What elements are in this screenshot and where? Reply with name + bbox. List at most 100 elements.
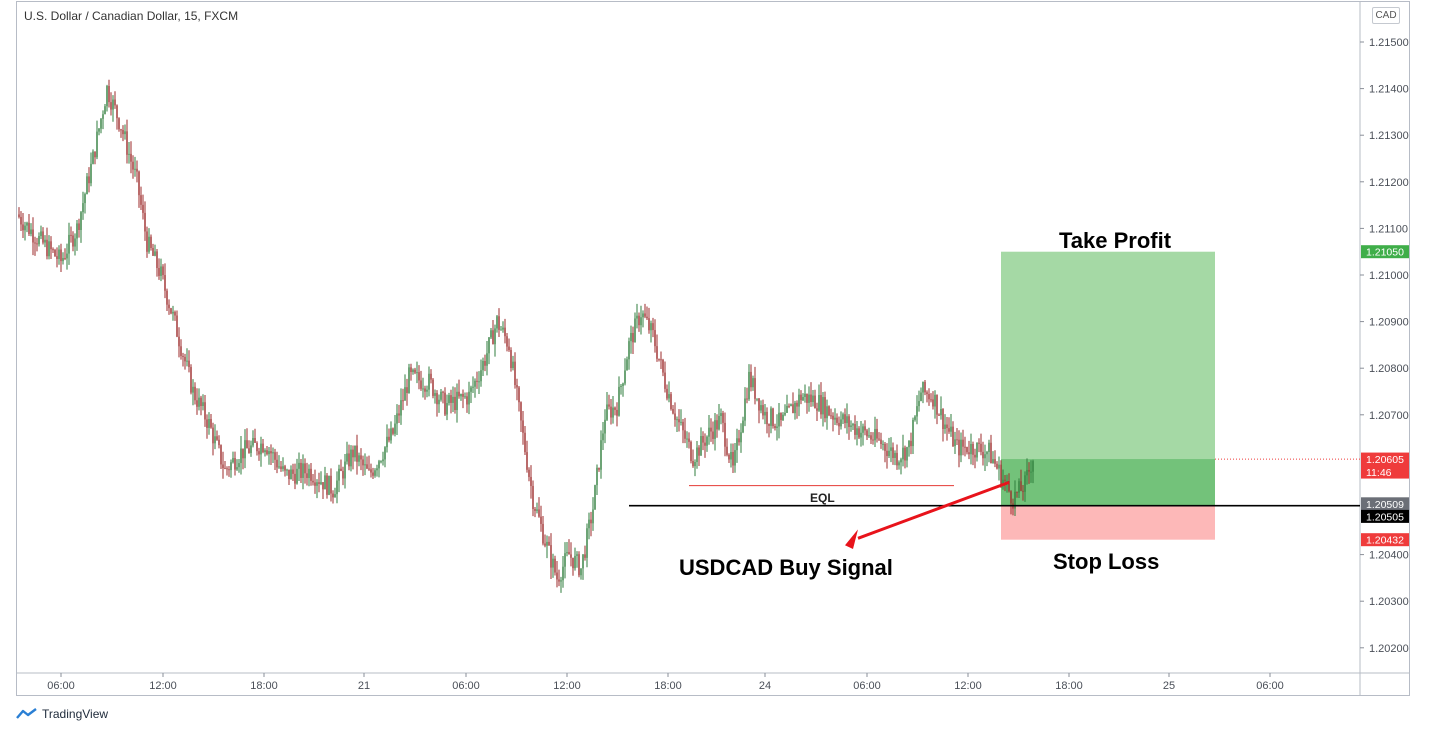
candle-body [64, 257, 66, 259]
candle-body [220, 445, 222, 465]
symbol-title[interactable]: U.S. Dollar / Canadian Dollar, 15, FXCM [24, 9, 239, 23]
time-tick-label: 06:00 [1256, 680, 1284, 692]
candle [848, 414, 850, 440]
candle [38, 232, 40, 247]
candle-body [208, 419, 210, 428]
candle-body [498, 316, 500, 330]
candle-body [720, 413, 722, 416]
candle-body [348, 453, 350, 467]
candle-body [194, 386, 196, 401]
candle [596, 464, 598, 495]
candle [304, 458, 306, 484]
candle [52, 247, 54, 253]
candle-body [852, 424, 854, 426]
candle-body [44, 239, 46, 243]
candle [614, 406, 616, 416]
candle-body [1018, 481, 1020, 493]
candle [766, 407, 768, 434]
candle [396, 404, 398, 435]
candle-body [210, 419, 212, 428]
candle [460, 393, 462, 401]
candle-body [534, 509, 536, 511]
take-profit-tag: 1.21050 [1361, 245, 1409, 259]
time-tick-label: 18:00 [1055, 680, 1083, 692]
candle [54, 248, 56, 257]
candle [986, 450, 988, 467]
candle-body [964, 446, 966, 448]
candle-body [218, 439, 220, 446]
candle-body [894, 452, 896, 458]
candle [458, 379, 460, 399]
candle [894, 450, 896, 466]
candle [56, 247, 58, 268]
candle-body [650, 323, 652, 331]
candle [634, 312, 636, 343]
candle-body [188, 360, 190, 368]
candle-body [286, 469, 288, 471]
candle-body [556, 572, 558, 580]
candle-body [152, 247, 154, 256]
candle-body [722, 413, 724, 423]
candle [360, 448, 362, 471]
candle-body [316, 482, 318, 486]
candle [490, 327, 492, 340]
candle [484, 354, 486, 372]
candle-body [504, 327, 506, 337]
candle-body [766, 411, 768, 425]
candle [868, 427, 870, 439]
candle [126, 119, 128, 164]
candle-body [104, 106, 106, 115]
stop-loss-zone[interactable] [1001, 505, 1215, 540]
candle-body [746, 398, 748, 400]
candle [698, 445, 700, 466]
candle-body [222, 464, 224, 469]
candle [640, 305, 642, 335]
time-axis[interactable]: 06:00 12:00 18:00 21 06:00 12:00 18:00 24 06:00 1… [17, 672, 1410, 692]
candle [68, 222, 70, 265]
candle-body [1014, 491, 1016, 509]
currency-badge[interactable]: CAD [1372, 7, 1400, 24]
take-profit-zone-active[interactable] [1001, 459, 1215, 506]
candle-body [230, 462, 232, 471]
candle-body [394, 423, 396, 434]
trade-zones[interactable] [1001, 251, 1215, 540]
candle-body [860, 432, 862, 438]
candle [964, 436, 966, 457]
candle [768, 423, 770, 438]
candle [954, 431, 956, 454]
candle-body [266, 450, 268, 455]
candle-body [138, 171, 140, 196]
price-axis[interactable]: 1.21500 1.21400 1.21300 1.21200 1.21100 1.210… [1359, 2, 1409, 696]
candle-body [692, 460, 694, 467]
candle-body [414, 369, 416, 373]
candle-body [1026, 469, 1028, 476]
brand[interactable]: TradingView [16, 707, 108, 721]
candle-body [328, 475, 330, 495]
candle-body [952, 426, 954, 447]
candle-body [764, 411, 766, 416]
candle [1016, 491, 1018, 498]
candle-body [532, 485, 534, 510]
candle-body [652, 323, 654, 331]
candle-body [790, 404, 792, 406]
candle-body [686, 438, 688, 440]
candle [694, 459, 696, 477]
candle [370, 463, 372, 478]
candle-body [620, 386, 622, 388]
candle-body [198, 397, 200, 407]
candle-body [828, 406, 830, 416]
candle-body [638, 315, 640, 326]
candle [976, 442, 978, 462]
candle [556, 561, 558, 588]
candle-body [244, 440, 246, 459]
candle-body [332, 493, 334, 498]
candle [564, 542, 566, 579]
candle [350, 445, 352, 472]
candle [926, 390, 928, 403]
candle [220, 444, 222, 470]
candle-body [594, 485, 596, 510]
candle [696, 440, 698, 469]
candle-body [622, 383, 624, 387]
candle-body [80, 212, 82, 231]
